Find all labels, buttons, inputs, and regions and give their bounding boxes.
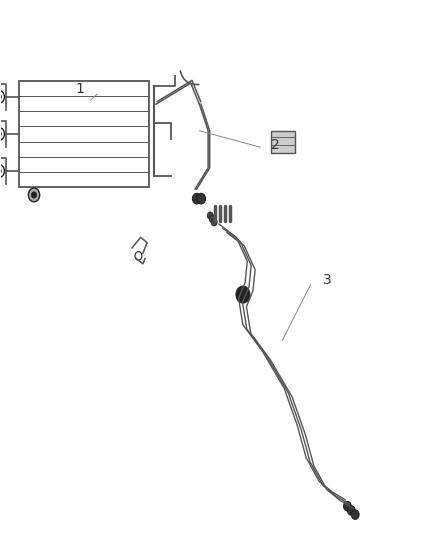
- Circle shape: [28, 188, 40, 202]
- Circle shape: [236, 286, 250, 303]
- Circle shape: [32, 192, 37, 198]
- Circle shape: [0, 168, 1, 174]
- Circle shape: [197, 193, 205, 204]
- Circle shape: [0, 94, 1, 100]
- Circle shape: [211, 219, 217, 226]
- Text: 1: 1: [75, 82, 84, 96]
- Circle shape: [192, 193, 201, 204]
- Circle shape: [351, 510, 359, 520]
- Circle shape: [207, 212, 213, 219]
- Circle shape: [0, 131, 1, 136]
- Circle shape: [343, 502, 351, 511]
- Circle shape: [209, 215, 215, 223]
- Text: 2: 2: [271, 138, 280, 151]
- Text: 3: 3: [323, 273, 332, 287]
- Bar: [271, 131, 295, 152]
- Circle shape: [347, 506, 355, 515]
- Bar: [19, 81, 149, 187]
